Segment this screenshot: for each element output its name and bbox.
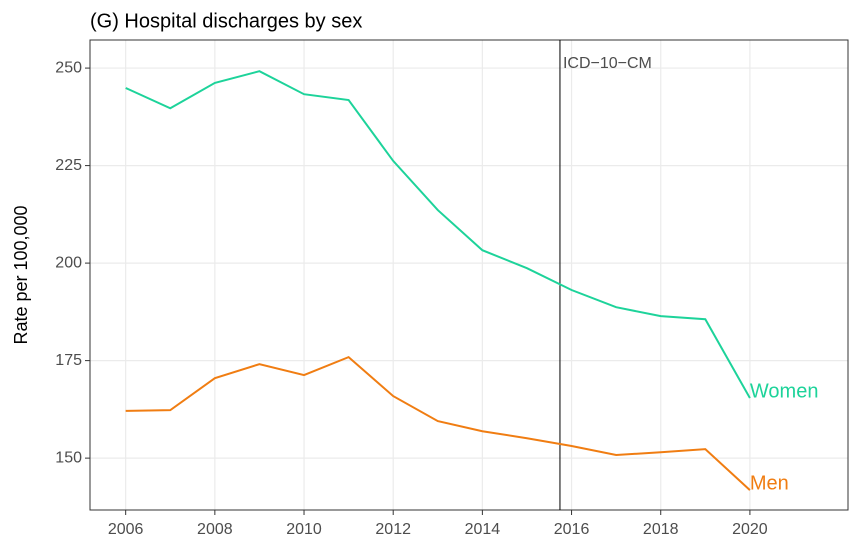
chart-title: (G) Hospital discharges by sex [90,10,362,32]
series-line [125,70,751,399]
x-tick-label: 2016 [554,521,590,538]
y-tick-label: 250 [55,59,82,76]
y-tick-label: 150 [55,449,82,466]
y-axis-label: Rate per 100,000 [11,205,31,344]
x-tick-label: 2008 [197,521,233,538]
panel-border [89,39,849,511]
y-tick-label: 175 [55,352,82,369]
series-line [125,355,751,491]
x-tick-label: 2010 [286,521,322,538]
annotation-label: ICD−10−CM [563,55,652,72]
x-tick-label: 2020 [732,521,768,538]
series-label: Women [750,380,819,402]
x-tick-label: 2006 [108,521,144,538]
series-label: Men [750,472,789,494]
x-tick-label: 2014 [465,521,501,538]
x-tick-label: 2018 [643,521,679,538]
y-tick-label: 200 [55,254,82,271]
y-tick-label: 225 [55,157,82,174]
x-tick-label: 2012 [375,521,411,538]
